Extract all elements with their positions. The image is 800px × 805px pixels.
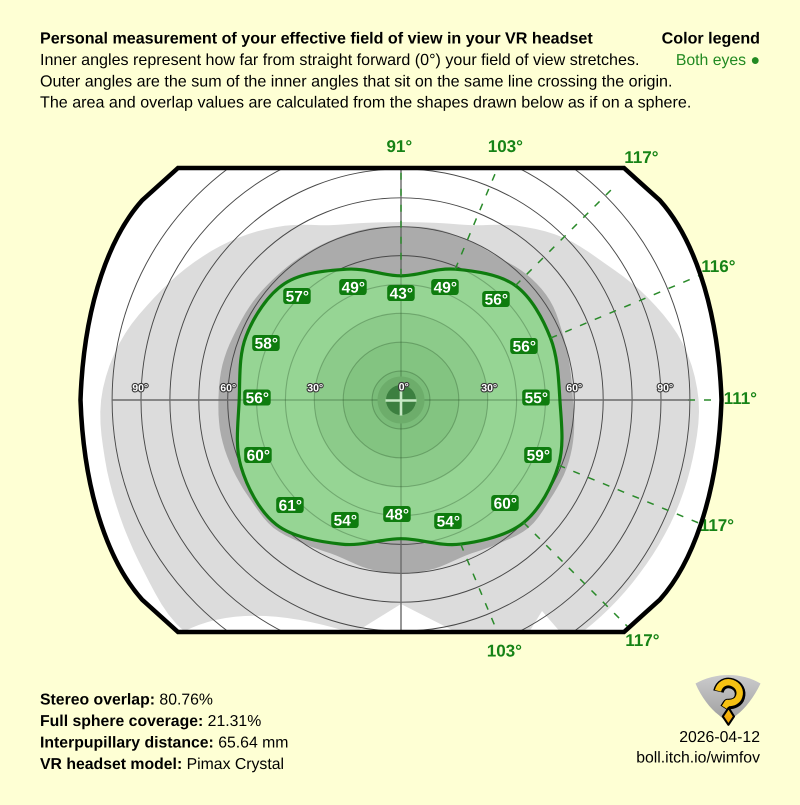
svg-text:boll.itch.io/wimfov: boll.itch.io/wimfov <box>636 750 760 767</box>
svg-text:Both eyes ●: Both eyes ● <box>676 52 760 69</box>
svg-text:2026-04-12: 2026-04-12 <box>679 729 760 746</box>
svg-text:Interpupillary distance: 65.64: Interpupillary distance: 65.64 mm <box>40 734 288 751</box>
svg-text:Outer angles are the sum of th: Outer angles are the sum of the inner an… <box>40 72 672 90</box>
svg-text:The area and overlap values ar: The area and overlap values are calculat… <box>40 94 691 112</box>
svg-text:VR headset model: Pimax Crysta: VR headset model: Pimax Crystal <box>40 756 284 773</box>
svg-text:Stereo overlap: 80.76%: Stereo overlap: 80.76% <box>40 691 213 708</box>
svg-text:Inner angles represent how far: Inner angles represent how far from stra… <box>40 51 639 69</box>
svg-text:Color legend: Color legend <box>662 30 760 48</box>
svg-text:Personal measurement of your e: Personal measurement of your effective f… <box>40 30 593 48</box>
svg-text:Full sphere coverage: 21.31%: Full sphere coverage: 21.31% <box>40 713 261 730</box>
